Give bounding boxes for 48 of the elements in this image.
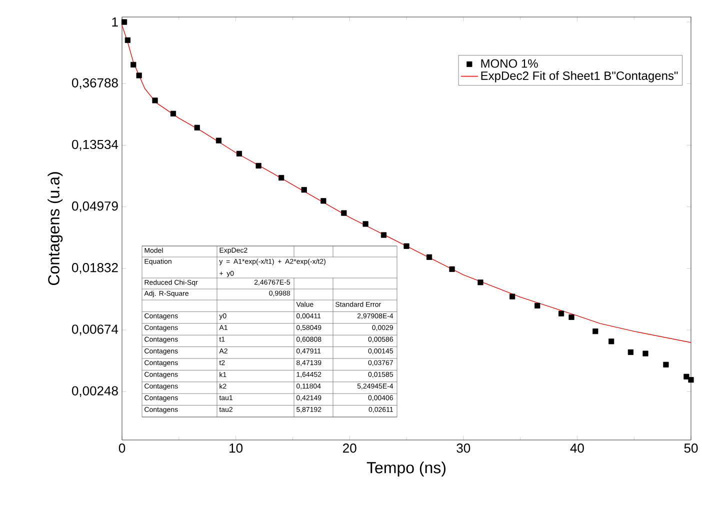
- point: [404, 243, 410, 249]
- legend-label: MONO 1%: [481, 59, 538, 68]
- point: [170, 110, 176, 116]
- point: [688, 377, 694, 383]
- y-tick-label: 0,13534: [72, 140, 118, 151]
- y-axis-title: Contagens (u.a): [48, 172, 63, 286]
- point: [341, 210, 347, 216]
- point: [568, 314, 574, 320]
- x-tick-label: 40: [570, 444, 584, 453]
- x-tick-label: 0: [118, 444, 126, 453]
- point: [216, 138, 222, 144]
- y-tick-label: 0,01832: [72, 263, 118, 274]
- x-tick-label: 10: [230, 444, 243, 453]
- x-axis-title: Tempo (ns): [366, 462, 446, 477]
- point: [449, 266, 455, 272]
- legend-label: ExpDec2 Fit of Sheet1 B"Contagens": [481, 71, 678, 82]
- point: [278, 174, 284, 181]
- point: [534, 302, 540, 308]
- point: [301, 187, 307, 193]
- point: [426, 254, 432, 260]
- point: [510, 294, 516, 300]
- y-tick-label: 0,00674: [72, 324, 118, 336]
- x-tick-label: 20: [343, 444, 356, 453]
- x-tick-label: 30: [456, 444, 470, 453]
- point: [121, 19, 128, 25]
- point: [236, 150, 242, 156]
- point: [478, 280, 484, 286]
- point: [256, 162, 262, 169]
- point: [380, 232, 387, 238]
- point: [194, 124, 200, 130]
- y-tick-label: 0,00248: [72, 386, 118, 397]
- point: [592, 328, 598, 334]
- x-tick-label: 50: [684, 444, 698, 453]
- y-tick-label: 0,36788: [72, 78, 118, 89]
- y-tick-label: 1: [112, 18, 118, 26]
- point: [684, 374, 690, 380]
- point: [663, 362, 669, 368]
- point: [558, 310, 564, 316]
- point: [642, 350, 648, 356]
- point: [124, 37, 130, 43]
- point: [136, 72, 142, 78]
- point: [628, 349, 634, 355]
- point: [362, 221, 368, 227]
- point: [152, 98, 158, 104]
- point: [320, 198, 326, 204]
- point: [608, 338, 614, 344]
- point: [130, 62, 136, 68]
- y-tick-label: 0,04979: [72, 201, 118, 212]
